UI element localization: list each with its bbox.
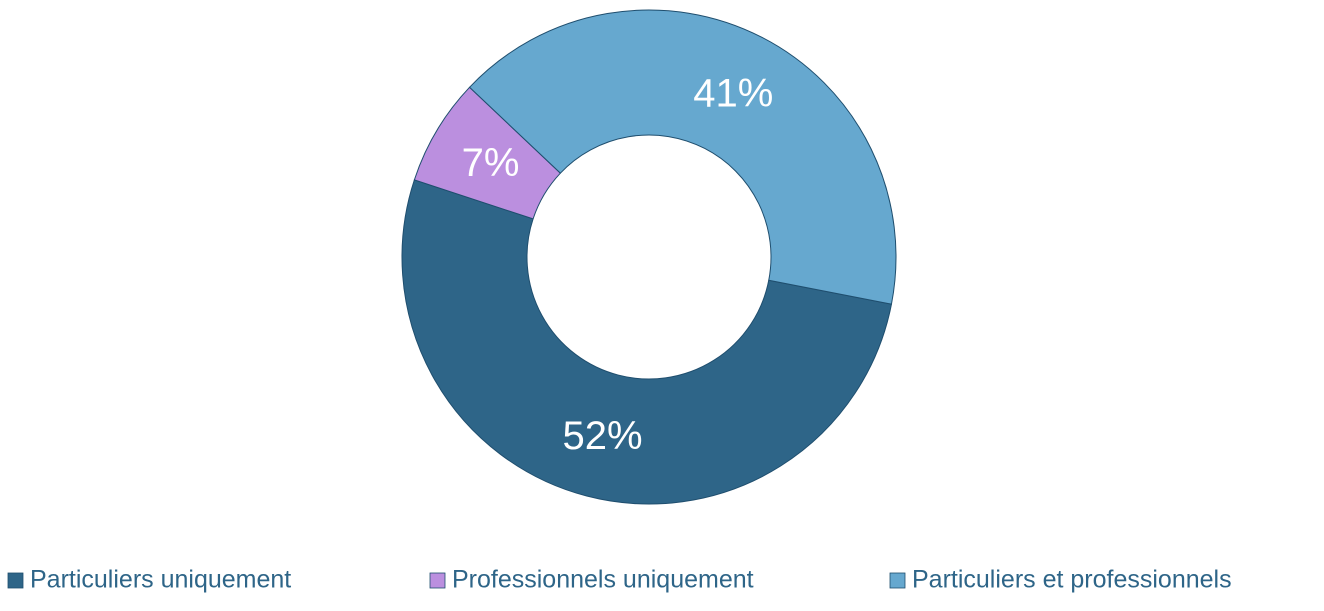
slice-label: 7% xyxy=(462,141,520,185)
legend-label: Professionnels uniquement xyxy=(452,566,754,594)
slice xyxy=(468,9,897,305)
slice-label: 41% xyxy=(693,71,773,115)
legend-label: Particuliers uniquement xyxy=(30,566,291,594)
slice xyxy=(401,179,893,505)
legend-swatch xyxy=(7,572,24,589)
slice-label: 52% xyxy=(562,414,642,458)
legend-label: Particuliers et professionnels xyxy=(912,566,1232,594)
legend-swatch xyxy=(429,572,446,589)
legend-swatch xyxy=(889,572,906,589)
